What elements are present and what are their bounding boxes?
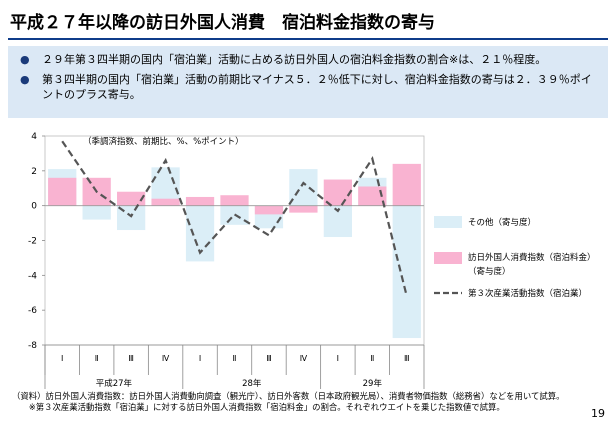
- y-tick-label: -6: [28, 306, 37, 316]
- bullet-dot-icon: ●: [20, 53, 30, 66]
- y-tick-label: -4: [28, 271, 37, 281]
- y-tick-label: 4: [31, 132, 37, 142]
- legend-label-inbound: 訪日外国人消費指数（宿泊料金）: [468, 252, 596, 263]
- bar-inbound: [323, 179, 352, 206]
- chart-annotation: （季調済指数、前期比、%、%ポイント）: [83, 136, 244, 147]
- page-number: 19: [591, 407, 605, 420]
- source-note: （資料）訪日外国人消費指数：訪日外国人消費動向調査（観光庁）、訪日外客数（日本政…: [12, 391, 565, 401]
- source-notes: （資料）訪日外国人消費指数：訪日外国人消費動向調査（観光庁）、訪日外客数（日本政…: [12, 391, 564, 413]
- x-tick-label: Ⅰ: [337, 354, 339, 363]
- bar-inbound: [48, 177, 77, 206]
- summary-box: ● ２９年第３四半期の国内「宿泊業」活動に占める訪日外国人の宿泊料金指数の割合※…: [8, 46, 608, 118]
- bullet-dot-icon: ●: [20, 73, 30, 86]
- footnote: ※第３次産業活動指数「宿泊業」に対する訪日外国人消費指数「宿泊料金」の割合。それ…: [12, 402, 505, 412]
- y-tick-label: 0: [31, 202, 37, 212]
- bar-inbound: [151, 198, 180, 206]
- x-tick-label: Ⅳ: [162, 354, 170, 363]
- bar-inbound: [254, 205, 284, 215]
- x-tick-label: Ⅱ: [95, 354, 99, 363]
- x-tick-label: Ⅱ: [370, 354, 374, 363]
- year-label: 平成27年: [96, 378, 133, 389]
- bar-other: [82, 205, 111, 220]
- y-tick-label: 2: [31, 167, 37, 177]
- bar-inbound: [185, 196, 215, 206]
- bullet-text: ２９年第３四半期の国内「宿泊業」活動に占める訪日外国人の宿泊料金指数の割合※は、…: [42, 53, 547, 66]
- legend-swatch-other: [434, 216, 462, 228]
- summary-bullet: ● 第３四半期の国内「宿泊業」活動の前期比マイナス５．２％低下に対し、宿泊料金指…: [20, 72, 600, 102]
- y-tick-label: -2: [28, 237, 37, 247]
- x-tick-label: Ⅲ: [404, 354, 410, 363]
- x-tick-label: Ⅰ: [199, 354, 201, 363]
- contribution-chart: 4 2 0 -2 -4 -6 -8 （季調済指数、前期比、%、%ポイント） Ⅰ Ⅱ Ⅲ Ⅳ Ⅰ Ⅱ Ⅲ Ⅳ Ⅰ Ⅱ…: [28, 132, 596, 389]
- bar-other: [289, 169, 318, 206]
- x-tick-label: Ⅰ: [61, 354, 63, 363]
- x-tick-label: Ⅳ: [300, 354, 308, 363]
- bar-inbound: [392, 163, 421, 206]
- year-label: 28年: [242, 378, 262, 389]
- summary-bullet: ● ２９年第３四半期の国内「宿泊業」活動に占める訪日外国人の宿泊料金指数の割合※…: [20, 52, 600, 67]
- legend-label-inbound-sub: （寄与度）: [468, 266, 511, 277]
- title-divider: [8, 38, 608, 40]
- legend-label-line: 第３次産業活動指数（宿泊業）: [468, 288, 587, 299]
- line-series: [61, 140, 408, 297]
- page-title: 平成２７年以降の訪日外国人消費 宿泊料金指数の寄与: [10, 13, 435, 33]
- legend-label-other: その他（寄与度）: [468, 217, 536, 228]
- year-label: 29年: [363, 378, 383, 389]
- bar-inbound: [289, 205, 318, 213]
- bar-other: [392, 205, 421, 339]
- y-tick-label: -8: [28, 341, 37, 351]
- x-tick-label: Ⅲ: [266, 354, 272, 363]
- legend-swatch-inbound: [434, 252, 462, 264]
- bar-inbound: [220, 195, 249, 206]
- x-tick-label: Ⅲ: [128, 354, 134, 363]
- bar-inbound: [117, 191, 146, 206]
- bullet-text: 第３四半期の国内「宿泊業」活動の前期比マイナス５．２％低下に対し、宿泊料金指数の…: [42, 73, 592, 101]
- x-tick-label: Ⅱ: [233, 354, 237, 363]
